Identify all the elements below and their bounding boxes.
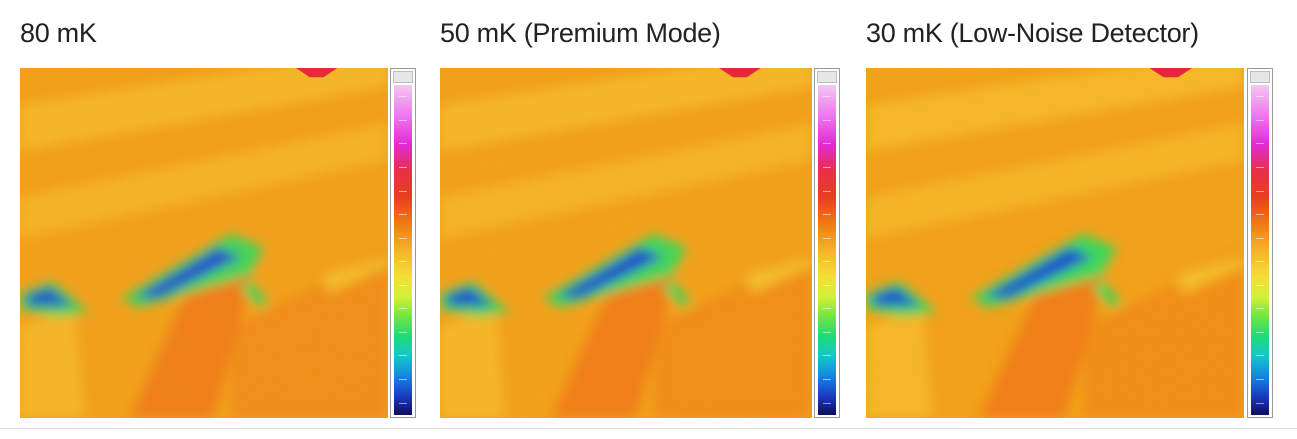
scale-ticks (1251, 85, 1269, 415)
panel-title: 30 mK (Low-Noise Detector) (866, 18, 1199, 48)
sensor-noise (440, 68, 812, 418)
temperature-scale-bar (814, 68, 840, 418)
thermal-image (440, 68, 812, 418)
thermal-image (866, 68, 1244, 418)
panel-30mk: 30 mK (Low-Noise Detector) (866, 0, 1281, 439)
panel-80mk: 80 mK (20, 0, 420, 439)
bottom-divider (0, 428, 1297, 429)
scale-header (1250, 71, 1270, 83)
color-gradient (1251, 85, 1269, 415)
scale-ticks (394, 85, 412, 415)
color-gradient (394, 85, 412, 415)
thermal-scene (440, 68, 812, 418)
sensor-noise (20, 68, 388, 418)
color-gradient (818, 85, 836, 415)
thermal-scene (866, 68, 1244, 418)
scale-ticks (818, 85, 836, 415)
temperature-scale-bar (390, 68, 416, 418)
panel-50mk: 50 mK (Premium Mode) (440, 0, 845, 439)
thermal-image (20, 68, 388, 418)
scale-header (817, 71, 837, 83)
sensor-noise (866, 68, 1244, 418)
thermal-scene (20, 68, 388, 418)
panel-title: 50 mK (Premium Mode) (440, 18, 721, 48)
scale-header (393, 71, 413, 83)
panel-title: 80 mK (20, 18, 97, 48)
temperature-scale-bar (1247, 68, 1273, 418)
